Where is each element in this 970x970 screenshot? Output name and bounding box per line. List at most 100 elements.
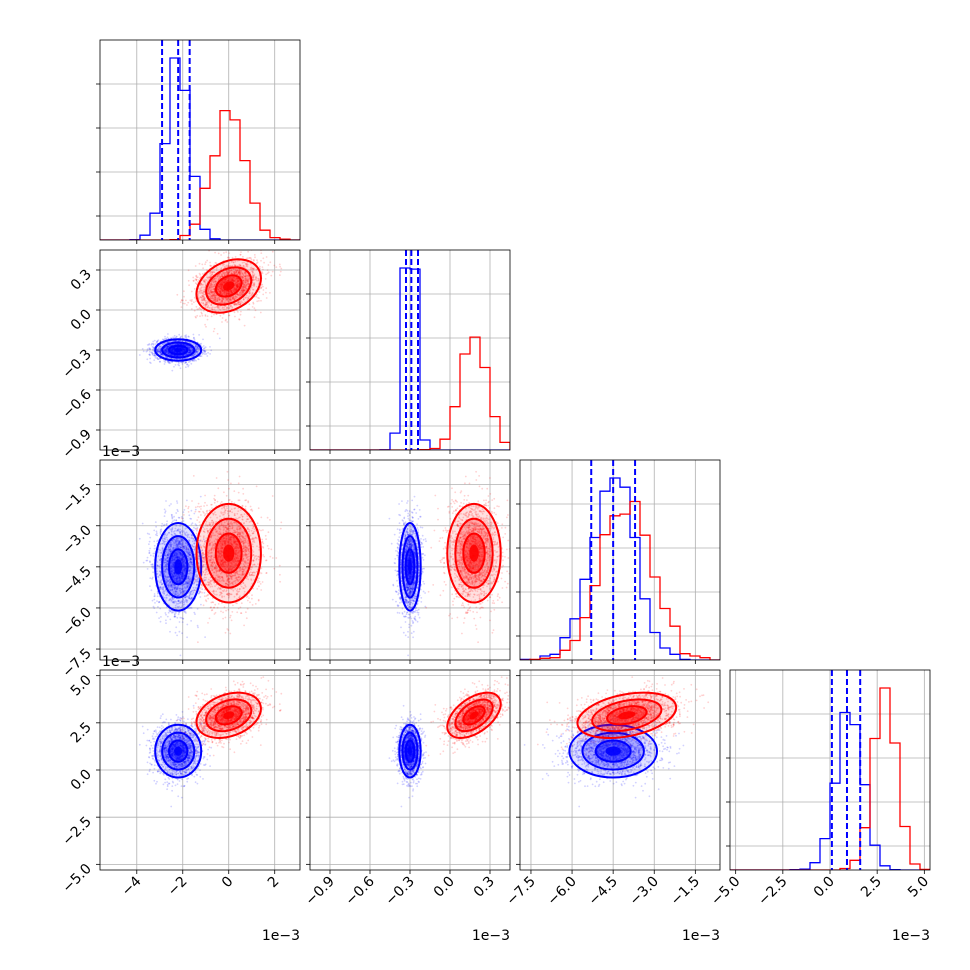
scatter-point — [185, 340, 187, 343]
scatter-point — [171, 344, 173, 346]
scatter-point — [196, 529, 198, 532]
scatter-point — [165, 619, 167, 622]
scatter-point — [178, 364, 181, 367]
scatter-point — [184, 348, 187, 351]
scatter-point — [195, 350, 198, 353]
scatter-point — [196, 314, 199, 317]
scatter-point — [196, 347, 199, 350]
scatter-point — [170, 349, 173, 352]
scatter-point — [189, 350, 192, 353]
scatter-point — [166, 345, 169, 348]
scatter-point — [192, 344, 195, 346]
scatter-point — [158, 357, 161, 360]
scatter-point — [163, 350, 166, 353]
scatter-point — [240, 251, 242, 253]
scatter-point — [166, 356, 168, 359]
scatter-point — [246, 283, 249, 286]
scatter-point — [209, 247, 211, 249]
scatter-point — [195, 347, 198, 350]
scatter-point — [213, 327, 216, 330]
scatter-point — [173, 347, 175, 350]
scatter-point — [159, 607, 162, 610]
scatter-point — [178, 362, 180, 364]
scatter-point — [158, 360, 161, 363]
scatter-point — [171, 369, 174, 372]
scatter-point — [195, 349, 197, 351]
scatter-point — [226, 256, 229, 259]
scatter-point — [209, 346, 211, 348]
scatter-point — [192, 337, 195, 340]
scatter-point — [156, 348, 159, 351]
scatter-point — [177, 351, 180, 354]
scatter-point — [160, 353, 163, 355]
scatter-point — [196, 276, 199, 279]
scatter-point — [192, 279, 195, 282]
scatter-point — [148, 353, 151, 356]
scatter-point — [190, 308, 193, 310]
scatter-point — [178, 351, 181, 354]
scatter-point — [198, 347, 200, 350]
scatter-point — [188, 351, 190, 354]
scatter-point — [159, 349, 162, 352]
scatter-point — [187, 347, 190, 349]
y-tick-label: −0.6 — [59, 386, 94, 421]
scatter-point — [187, 279, 190, 282]
scatter-point — [194, 353, 197, 355]
scatter-point — [191, 349, 194, 352]
scatter-point — [169, 353, 172, 356]
scatter-point — [195, 344, 197, 347]
scatter-point — [177, 358, 180, 361]
scatter-point — [200, 355, 203, 357]
scatter-point — [193, 353, 196, 356]
scatter-point — [155, 341, 158, 343]
scatter-point — [159, 350, 161, 353]
scatter-point — [149, 357, 152, 360]
scatter-point — [154, 356, 157, 359]
scatter-point — [196, 350, 198, 353]
scatter-point — [175, 336, 178, 339]
scatter-point — [156, 351, 159, 354]
scatter-point — [157, 347, 160, 349]
scatter-point — [170, 348, 173, 350]
scatter-point — [167, 352, 170, 354]
histogram-series-1 — [100, 109, 300, 240]
scatter-point — [204, 314, 207, 316]
scatter-point — [167, 333, 169, 335]
scatter-point — [194, 351, 197, 354]
scatter-point — [164, 350, 166, 353]
scatter-point — [188, 514, 191, 517]
scatter-point — [185, 353, 188, 356]
scatter-point — [185, 353, 188, 355]
scatter-point — [155, 530, 158, 533]
scatter-point — [196, 608, 199, 610]
scatter-point — [275, 266, 278, 268]
scatter-point — [151, 351, 153, 353]
scatter-point — [189, 348, 191, 351]
scatter-point — [193, 512, 196, 515]
scatter-point — [270, 274, 273, 277]
scatter-point — [153, 593, 156, 595]
scatter-point — [192, 529, 195, 532]
scatter-point — [148, 353, 151, 356]
scatter-point — [190, 350, 192, 353]
scatter-point — [204, 263, 206, 266]
scatter-point — [183, 509, 186, 511]
scatter-point — [179, 346, 182, 349]
scatter-point — [171, 347, 174, 350]
scatter-point — [148, 347, 151, 349]
scatter-point — [166, 349, 168, 351]
scatter-point — [141, 348, 144, 350]
scatter-point — [158, 347, 161, 349]
scatter-point — [234, 315, 236, 318]
scatter-point — [196, 346, 199, 349]
scatter-point — [162, 354, 165, 357]
scatter-point — [166, 346, 169, 349]
scatter-point — [260, 286, 263, 289]
scatter-point — [200, 311, 203, 314]
scatter-point — [165, 352, 168, 354]
scatter-point — [186, 363, 189, 366]
scatter-point — [157, 350, 160, 353]
scatter-point — [194, 282, 197, 285]
scatter-point — [239, 313, 242, 316]
